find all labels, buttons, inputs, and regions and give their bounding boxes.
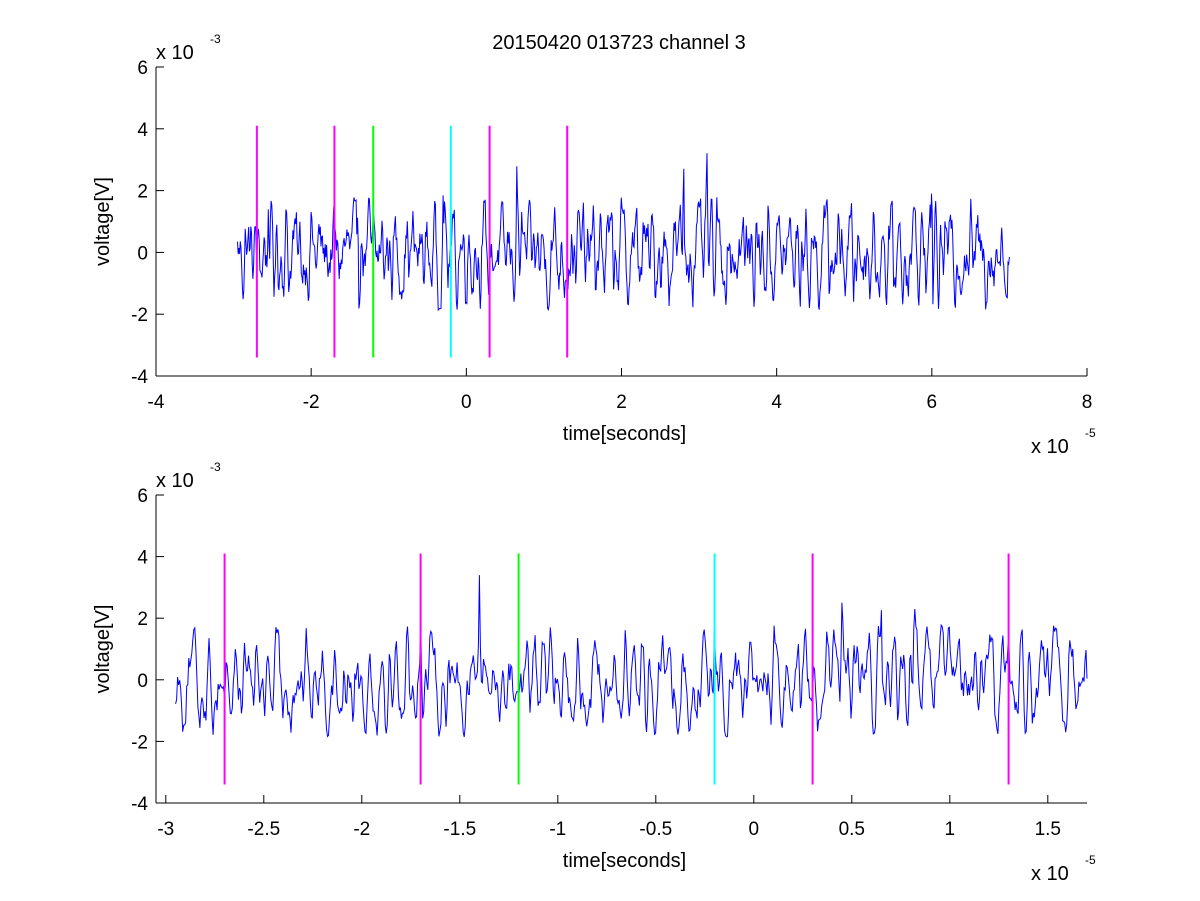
x-tick-label: 0 bbox=[461, 392, 472, 413]
x-multiplier: x 10 bbox=[1031, 863, 1069, 885]
y-tick-label: 4 bbox=[137, 120, 148, 141]
y-tick-label: 2 bbox=[137, 609, 148, 630]
x-tick-label: -1 bbox=[549, 819, 566, 840]
y-tick-label: -2 bbox=[131, 732, 148, 753]
x-tick-label: -2 bbox=[303, 392, 320, 413]
x-tick-label: -1.5 bbox=[443, 819, 476, 840]
top-subplot: -4 -2 0 2 4 6 8 -4 -2 0 2 4 6 time[seconds] voltage[V]… bbox=[92, 32, 1096, 458]
bottom-subplot: -3 -2.5 -2 -1.5 -1 -0.5 0 0.5 1 1.5 -4 -2 0 2 4 6 time[s… bbox=[92, 460, 1096, 885]
x-tick-label: 1 bbox=[945, 819, 956, 840]
y-multiplier: x 10 bbox=[156, 470, 194, 492]
x-tick-label: 2 bbox=[616, 392, 627, 413]
y-axis-label: voltage[V] bbox=[92, 177, 114, 266]
x-multiplier: x 10 bbox=[1031, 436, 1069, 458]
signal-line bbox=[175, 575, 1088, 738]
x-tick-label: -2.5 bbox=[247, 819, 280, 840]
x-tick-label: 0 bbox=[749, 819, 760, 840]
x-tick-label: -0.5 bbox=[639, 819, 672, 840]
y-tick-label: 6 bbox=[137, 58, 148, 79]
x-tick-label: -2 bbox=[353, 819, 370, 840]
y-multiplier-exponent: -3 bbox=[210, 32, 221, 46]
y-tick-label: -4 bbox=[131, 367, 148, 388]
y-axis-label: voltage[V] bbox=[92, 605, 114, 694]
x-tick-label: 0.5 bbox=[839, 819, 865, 840]
x-axis-label: time[seconds] bbox=[563, 850, 686, 872]
figure-title: 20150420 013723 channel 3 bbox=[492, 32, 746, 54]
y-tick-label: 0 bbox=[137, 671, 148, 692]
x-tick-label: -4 bbox=[148, 392, 165, 413]
y-tick-label: 4 bbox=[137, 548, 148, 569]
x-tick-label: 4 bbox=[771, 392, 782, 413]
y-tick-label: 2 bbox=[137, 182, 148, 203]
y-tick-label: 6 bbox=[137, 486, 148, 507]
y-multiplier: x 10 bbox=[156, 42, 194, 64]
y-tick-label: 0 bbox=[137, 243, 148, 264]
y-tick-label: -2 bbox=[131, 305, 148, 326]
x-multiplier-exponent: -5 bbox=[1085, 853, 1096, 867]
x-tick-label: 1.5 bbox=[1035, 819, 1061, 840]
x-tick-label: 6 bbox=[927, 392, 938, 413]
x-axis-label: time[seconds] bbox=[563, 423, 686, 445]
y-tick-label: -4 bbox=[131, 794, 148, 815]
x-tick-label: -3 bbox=[157, 819, 174, 840]
signal-line bbox=[237, 153, 1010, 312]
x-tick-label: 8 bbox=[1082, 392, 1093, 413]
y-multiplier-exponent: -3 bbox=[210, 460, 221, 474]
x-multiplier-exponent: -5 bbox=[1085, 426, 1096, 440]
